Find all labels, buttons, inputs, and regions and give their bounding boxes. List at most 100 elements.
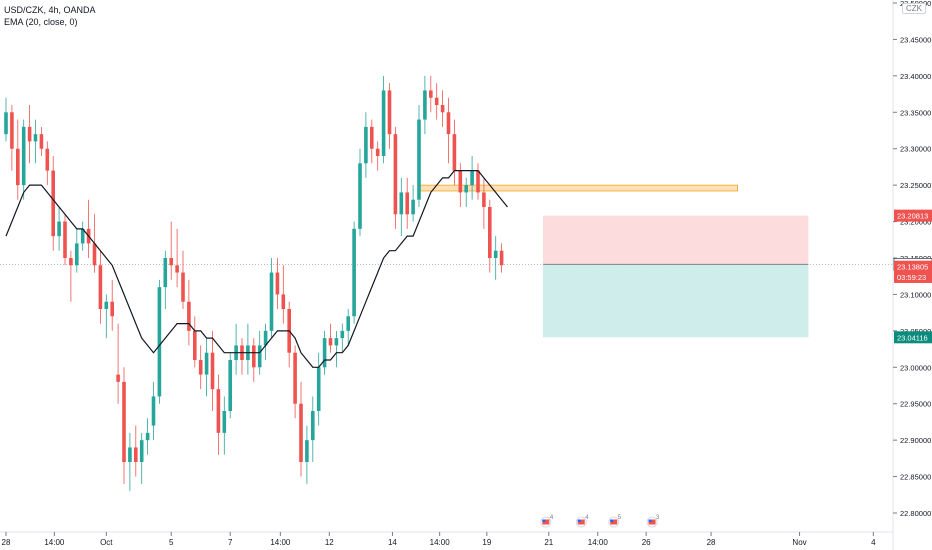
candle[interactable]: [193, 316, 197, 368]
candle[interactable]: [39, 126, 44, 156]
candle[interactable]: [499, 243, 504, 273]
candle[interactable]: [488, 199, 492, 273]
candle[interactable]: [80, 221, 85, 251]
candle[interactable]: [27, 105, 32, 164]
candle[interactable]: [293, 345, 297, 419]
candle[interactable]: [393, 126, 398, 229]
candle[interactable]: [364, 112, 368, 178]
candle[interactable]: [358, 148, 362, 237]
candle[interactable]: [458, 163, 463, 207]
candle[interactable]: [169, 221, 173, 280]
x-tick-label: 4: [871, 538, 876, 547]
candle[interactable]: [198, 345, 203, 390]
candle[interactable]: [446, 97, 451, 164]
candle[interactable]: [440, 90, 445, 127]
candle[interactable]: [246, 323, 250, 375]
candle[interactable]: [287, 301, 291, 368]
candle[interactable]: [122, 367, 126, 484]
candle[interactable]: [51, 156, 55, 251]
candle[interactable]: [470, 156, 474, 200]
candle[interactable]: [281, 265, 286, 324]
economic-event-marker[interactable]: 5: [608, 515, 622, 528]
candle[interactable]: [381, 75, 386, 164]
candle[interactable]: [375, 141, 380, 171]
candle[interactable]: [340, 323, 345, 353]
candle[interactable]: [210, 330, 215, 411]
candle[interactable]: [63, 214, 67, 266]
economic-event-marker[interactable]: 4: [575, 515, 589, 528]
candle[interactable]: [116, 323, 120, 404]
candle[interactable]: [110, 279, 114, 331]
candle-body: [364, 126, 368, 164]
candle[interactable]: [234, 323, 238, 375]
candle[interactable]: [482, 177, 486, 229]
candle[interactable]: [157, 279, 162, 404]
candle[interactable]: [464, 177, 468, 207]
candle[interactable]: [476, 163, 480, 200]
candle[interactable]: [57, 207, 61, 251]
candle[interactable]: [16, 119, 20, 200]
candle[interactable]: [240, 338, 244, 375]
candle[interactable]: [204, 338, 209, 397]
candle[interactable]: [452, 119, 457, 186]
candle[interactable]: [222, 396, 227, 455]
indicator-line[interactable]: EMA (20, close, 0): [4, 17, 78, 27]
economic-event-marker[interactable]: 4: [540, 515, 554, 528]
candle[interactable]: [134, 425, 138, 477]
candle[interactable]: [399, 177, 404, 237]
candle[interactable]: [387, 83, 392, 149]
candle[interactable]: [263, 323, 268, 360]
candle[interactable]: [45, 141, 50, 186]
candle[interactable]: [493, 236, 498, 280]
candle[interactable]: [275, 258, 280, 309]
candle[interactable]: [417, 105, 421, 207]
candle[interactable]: [33, 119, 38, 164]
candle[interactable]: [411, 185, 415, 222]
candle[interactable]: [181, 250, 185, 309]
candle[interactable]: [346, 309, 350, 346]
candle[interactable]: [405, 177, 409, 229]
candle[interactable]: [104, 294, 109, 339]
candle[interactable]: [305, 425, 309, 484]
stop-loss-zone[interactable]: [542, 215, 809, 265]
candle[interactable]: [75, 228, 79, 273]
candle[interactable]: [252, 338, 256, 382]
candle[interactable]: [69, 250, 73, 302]
candle[interactable]: [139, 432, 144, 484]
candle[interactable]: [434, 83, 439, 120]
candle[interactable]: [86, 199, 91, 258]
economic-event-marker[interactable]: 3: [646, 515, 660, 528]
candle[interactable]: [145, 418, 150, 455]
candle[interactable]: [151, 381, 156, 441]
candle[interactable]: [299, 381, 303, 477]
candle[interactable]: [175, 228, 179, 288]
candle[interactable]: [334, 330, 339, 368]
symbol-line[interactable]: USD/CZK, 4h, OANDA: [4, 5, 96, 15]
candle[interactable]: [10, 105, 14, 171]
candle[interactable]: [216, 374, 221, 455]
candle[interactable]: [163, 250, 168, 309]
candle[interactable]: [4, 97, 8, 142]
candle[interactable]: [423, 75, 427, 135]
candle[interactable]: [328, 323, 333, 353]
candle[interactable]: [98, 250, 103, 324]
candle[interactable]: [187, 279, 191, 346]
candle[interactable]: [352, 221, 356, 324]
price-label-target: 23.04116: [894, 331, 932, 344]
candle[interactable]: [429, 75, 433, 113]
currency-button[interactable]: CZK: [902, 3, 926, 14]
price-label-stop: 23.20813: [894, 209, 932, 222]
take-profit-zone[interactable]: [542, 264, 809, 338]
candle[interactable]: [316, 352, 321, 426]
event-count: 4: [585, 515, 589, 521]
candle[interactable]: [322, 330, 327, 375]
candle[interactable]: [269, 258, 274, 339]
candle[interactable]: [311, 396, 315, 462]
y-tick-label: 23.30000: [900, 145, 931, 154]
candle[interactable]: [128, 432, 132, 492]
candle[interactable]: [370, 119, 374, 164]
candle[interactable]: [21, 119, 26, 200]
candle[interactable]: [228, 352, 232, 419]
ema-line[interactable]: [5, 170, 508, 368]
